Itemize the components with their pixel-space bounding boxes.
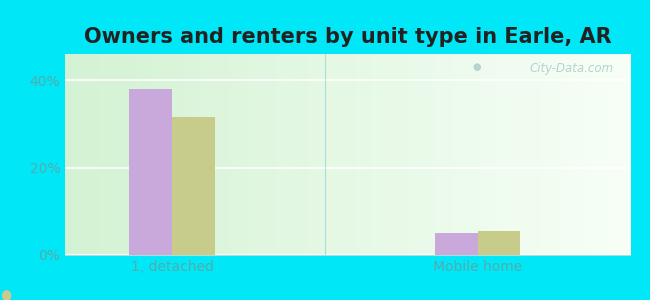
Bar: [129, 89, 172, 255]
Text: City-Data.com: City-Data.com: [529, 62, 614, 75]
Title: Owners and renters by unit type in Earle, AR: Owners and renters by unit type in Earle…: [84, 27, 612, 47]
Bar: [435, 233, 478, 255]
Bar: [172, 117, 214, 255]
Bar: [478, 231, 521, 255]
Text: ●: ●: [472, 62, 480, 72]
